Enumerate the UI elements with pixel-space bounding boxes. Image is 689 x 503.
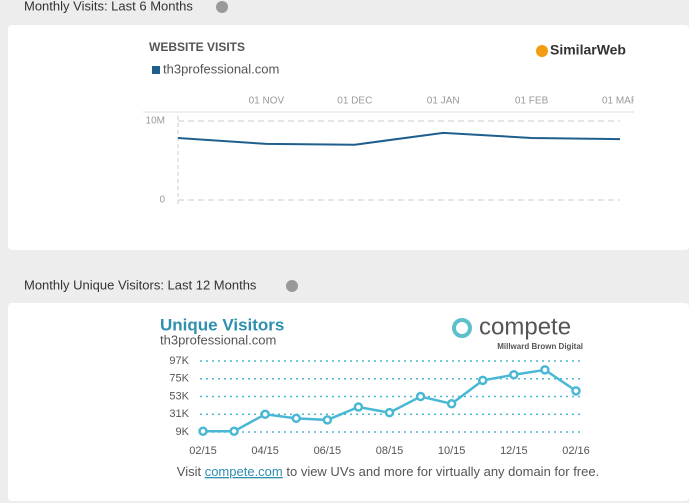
chart-title: Unique Visitors	[160, 315, 284, 334]
brand: compete	[479, 313, 571, 340]
y-tick-label: 75K	[169, 373, 189, 385]
x-tick-label: 01 NOV	[249, 96, 285, 107]
legend-swatch	[152, 66, 160, 74]
point	[322, 415, 333, 425]
point	[571, 386, 581, 396]
x-tick-label: 01 DEC	[337, 96, 372, 107]
x-tick-label: 10/15	[438, 445, 466, 457]
info-icon[interactable]	[286, 280, 298, 292]
x-tick-label: 01 JAN	[427, 96, 460, 107]
x-tick-label: 02/15	[189, 445, 217, 457]
brand-logo	[452, 318, 472, 338]
x-tick-label: 04/15	[251, 445, 279, 457]
y-tick-label: 10M	[146, 116, 165, 127]
card	[8, 303, 689, 501]
y-tick-label: 9K	[176, 426, 190, 438]
x-tick-label: 12/15	[500, 445, 528, 457]
point	[353, 402, 364, 412]
section-title: Monthly Unique Visitors: Last 12 Months	[24, 277, 257, 292]
x-tick-label: 01 FEB	[515, 96, 549, 107]
y-tick-label: 97K	[169, 355, 189, 367]
section-title: Monthly Visits: Last 6 Months	[24, 0, 193, 13]
chart: 9K 31K 53K 75K 97K 02/15 04/15 06/15 08/15 10/15 1…	[169, 355, 589, 457]
y-tick-label: 31K	[169, 408, 189, 420]
point	[415, 391, 426, 402]
y-tick-label: 53K	[169, 390, 189, 402]
footer-link[interactable]: compete.com	[205, 464, 283, 479]
x-tick-label: 02/16	[562, 445, 590, 457]
point	[509, 369, 519, 380]
chart: 0 10M 01 NOV 01 DEC 01 JAN 01 FEB 01 MAR	[146, 96, 638, 206]
footer-text: to view UVs and more for virtually any d…	[283, 464, 599, 479]
series-line	[177, 131, 621, 146]
point	[540, 365, 550, 375]
point	[291, 413, 301, 424]
info-icon[interactable]	[216, 1, 228, 13]
brand-tagline: Millward Brown Digital	[497, 342, 583, 351]
legend-label: th3professional.com	[163, 61, 279, 76]
point	[260, 409, 270, 420]
point	[446, 399, 457, 409]
brand: SimilarWeb	[550, 42, 626, 58]
point	[384, 407, 395, 418]
point	[198, 426, 208, 436]
footer: Visit compete.com to view UVs and more f…	[177, 464, 599, 479]
chart-subtitle: th3professional.com	[160, 332, 276, 347]
x-tick-label: 08/15	[376, 445, 404, 457]
card	[8, 25, 689, 250]
x-tick-label: 01 MAR	[602, 96, 638, 107]
footer-text: Visit	[177, 464, 205, 479]
y-tick-label: 0	[159, 195, 165, 206]
point	[478, 375, 488, 386]
x-tick-label: 06/15	[314, 445, 342, 457]
chart-title: WEBSITE VISITS	[149, 40, 245, 54]
brand-logo	[536, 45, 548, 57]
point	[229, 426, 239, 436]
